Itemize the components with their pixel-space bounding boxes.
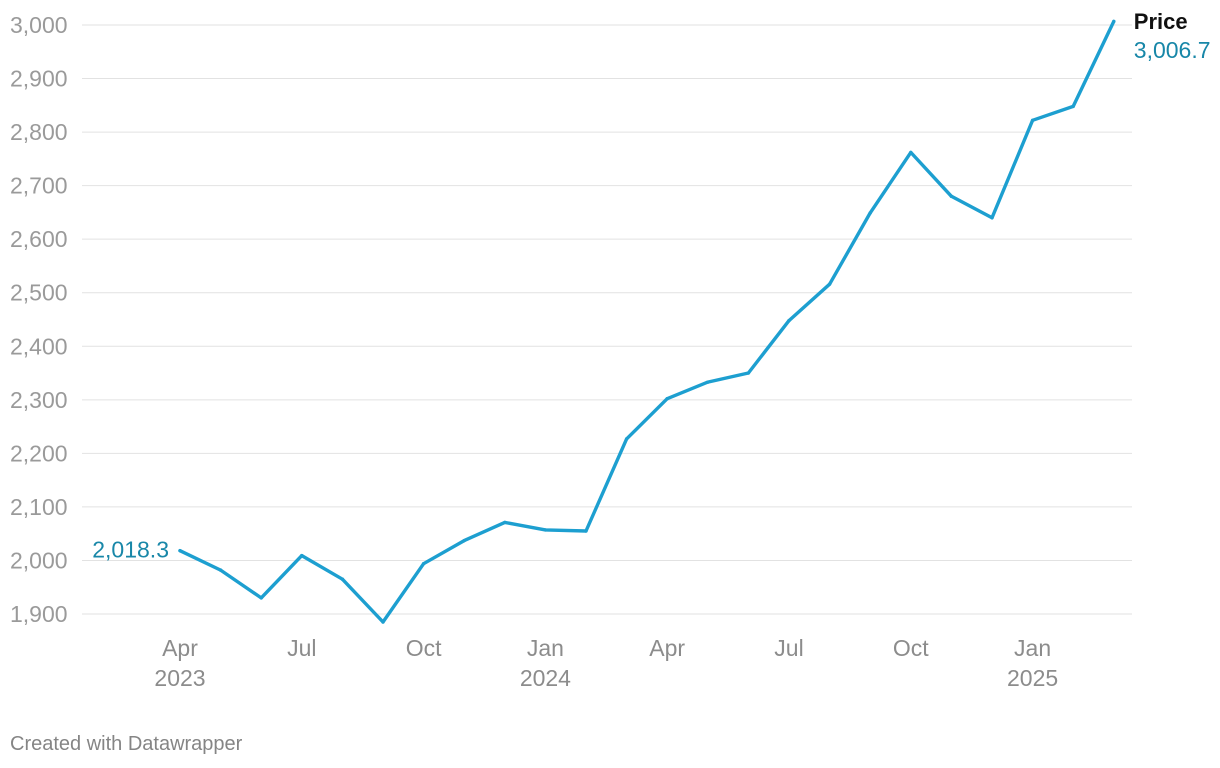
- data-point: [259, 596, 263, 600]
- data-point: [178, 548, 182, 553]
- data-point: [381, 620, 385, 624]
- y-tick-label: 2,800: [10, 119, 68, 145]
- y-tick-label: 2,900: [10, 66, 68, 92]
- y-tick-label: 1,900: [10, 601, 68, 627]
- x-tick-year-label: 2025: [1007, 665, 1058, 691]
- x-tick-label: Oct: [406, 635, 442, 661]
- x-tick-label: Apr: [649, 635, 685, 661]
- y-tick-label: 2,100: [10, 494, 68, 520]
- data-point: [1112, 19, 1116, 24]
- end-value-label: 3,006.7: [1134, 37, 1211, 63]
- data-point: [787, 318, 791, 323]
- y-tick-label: 2,700: [10, 173, 68, 199]
- data-point: [624, 437, 629, 441]
- price-series-line: [178, 19, 1116, 624]
- x-tick-label: Jan: [527, 635, 564, 661]
- data-point: [503, 520, 507, 525]
- data-point: [1071, 104, 1075, 109]
- y-tick-label: 2,400: [10, 333, 68, 359]
- data-point: [584, 529, 588, 533]
- start-value-label: 2,018.3: [92, 537, 169, 563]
- data-point: [421, 561, 426, 566]
- x-tick-year-label: 2024: [520, 665, 571, 691]
- y-tick-label: 2,200: [10, 440, 68, 466]
- data-point: [1030, 118, 1035, 123]
- y-axis-tick-labels: 3,000 2,900 2,800 2,700 2,600 2,500 2,400 2,300…: [10, 12, 68, 627]
- data-labels: 2,018.3 Price 3,006.7: [92, 9, 1210, 563]
- data-point: [300, 553, 304, 558]
- y-tick-label: 2,300: [10, 387, 68, 413]
- series-name-label: Price: [1134, 9, 1188, 34]
- data-point: [827, 282, 832, 286]
- data-point: [868, 211, 872, 215]
- data-point: [746, 371, 751, 375]
- footer-credit: Created with Datawrapper: [10, 733, 243, 755]
- y-tick-label: 2,000: [10, 547, 68, 573]
- y-tick-label: 2,600: [10, 226, 68, 252]
- x-tick-label: Jul: [287, 635, 316, 661]
- gridlines: [82, 24, 1132, 615]
- x-tick-label: Jul: [774, 635, 803, 661]
- y-tick-label: 2,500: [10, 280, 68, 306]
- x-tick-label: Jan: [1014, 635, 1051, 661]
- data-point: [949, 194, 954, 199]
- data-point: [706, 380, 710, 384]
- price-series: [178, 19, 1116, 624]
- y-tick-label: 3,000: [10, 12, 68, 38]
- x-axis-tick-labels: Apr 2023 Jul Oct Jan 2024 Apr Jul Oct Jan 2025: [154, 635, 1058, 691]
- data-point: [340, 577, 345, 581]
- data-point: [665, 397, 669, 401]
- data-point: [543, 528, 548, 532]
- data-point: [462, 538, 466, 543]
- x-tick-label: Oct: [893, 635, 929, 661]
- x-tick-label: Apr: [162, 635, 198, 661]
- data-point: [909, 150, 913, 155]
- data-point: [218, 568, 223, 572]
- x-tick-year-label: 2023: [154, 665, 205, 691]
- data-point: [990, 216, 994, 220]
